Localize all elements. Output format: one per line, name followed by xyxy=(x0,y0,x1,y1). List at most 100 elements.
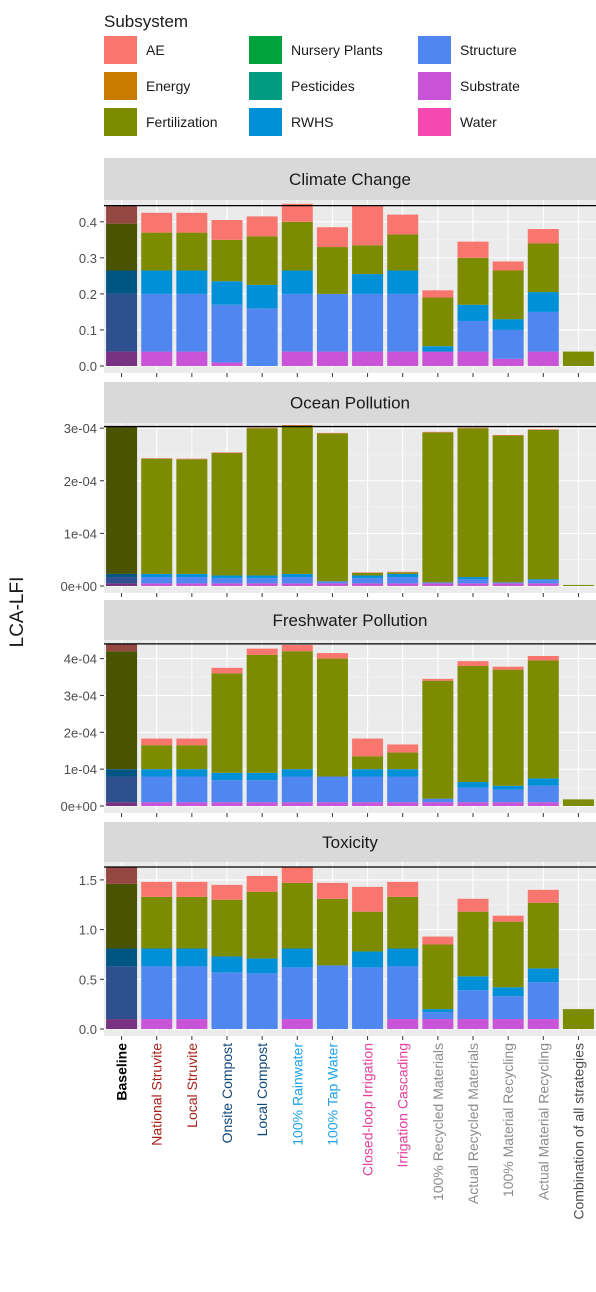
bar-segment-structure-national-struvite xyxy=(141,293,173,352)
bar-segment-rwhs-actual-recycled-materials xyxy=(457,976,489,991)
x-label-national-struvite: National Struvite xyxy=(149,1043,165,1146)
bar-segment-fertilization-baseline xyxy=(106,223,138,271)
bar-segment-fertilization-actual-recycled-materials xyxy=(457,911,489,977)
legend-key-pesticides xyxy=(249,72,282,100)
bar-segment-rwhs-onsite-compost xyxy=(211,281,243,305)
bar-segment-fertilization-onsite-compost xyxy=(211,452,243,576)
bar-segment-rwhs-baseline xyxy=(106,270,138,294)
bar-segment-structure-baseline xyxy=(106,966,138,1020)
bar-segment-ae-irrigation-cascading xyxy=(387,214,419,235)
y-tick-label: 0.3 xyxy=(79,251,97,266)
bar-segment-rwhs-actual-material-recycling xyxy=(527,778,559,786)
bar-segment-rwhs-100pct-material-recycling xyxy=(492,319,524,330)
bar-segment-fertilization-100pct-material-recycling xyxy=(492,435,524,583)
bar-segment-rwhs-100pct-rainwater xyxy=(281,573,313,578)
bar-segment-fertilization-local-compost xyxy=(246,428,278,576)
bar-segment-substrate-closed-loop-irrigation xyxy=(352,583,384,586)
bar-segment-fertilization-closed-loop-irrigation xyxy=(352,756,384,770)
bar-segment-fertilization-closed-loop-irrigation xyxy=(352,911,384,952)
bar-segment-fertilization-100pct-tap-water xyxy=(316,247,348,294)
bar-segment-rwhs-local-struvite xyxy=(176,769,208,777)
bar-segment-structure-onsite-compost xyxy=(211,972,243,1029)
bar-segment-rwhs-national-struvite xyxy=(141,573,173,578)
bar-segment-fertilization-national-struvite xyxy=(141,458,173,574)
y-tick-label: 0.0 xyxy=(79,1022,97,1037)
bar-segment-substrate-actual-material-recycling xyxy=(527,583,559,586)
bar-segment-rwhs-irrigation-cascading xyxy=(387,769,419,777)
bar-segment-fertilization-national-struvite xyxy=(141,745,173,770)
bar-segment-rwhs-local-compost xyxy=(246,284,278,309)
bar-segment-structure-actual-recycled-materials xyxy=(457,320,489,352)
bar-segment-structure-closed-loop-irrigation xyxy=(352,776,384,803)
bar-segment-rwhs-onsite-compost xyxy=(211,772,243,781)
legend-key-fertilization xyxy=(104,108,137,136)
bar-segment-structure-100pct-rainwater xyxy=(281,293,313,352)
bar-segment-fertilization-actual-material-recycling xyxy=(527,243,559,293)
bar-segment-rwhs-onsite-compost xyxy=(211,575,243,579)
bar-segment-substrate-irrigation-cascading xyxy=(387,351,419,366)
bar-segment-ae-100pct-rainwater xyxy=(281,425,313,426)
bar-segment-fertilization-100pct-material-recycling xyxy=(492,270,524,320)
x-label-100pct-material-recycling: 100% Material Recycling xyxy=(500,1043,516,1197)
bar-segment-fertilization-100pct-recycled-materials xyxy=(422,297,454,347)
bar-segment-ae-100pct-material-recycling xyxy=(492,915,524,922)
bar-segment-ae-baseline xyxy=(106,205,138,224)
bar-segment-ae-actual-recycled-materials xyxy=(457,427,489,429)
bar-segment-fertilization-combination-of-all-strategies xyxy=(562,1009,594,1029)
bar-segment-structure-100pct-material-recycling xyxy=(492,996,524,1020)
bar-segment-rwhs-actual-recycled-materials xyxy=(457,304,489,321)
bar-segment-ae-irrigation-cascading xyxy=(387,744,419,753)
bar-segment-fertilization-national-struvite xyxy=(141,896,173,949)
bar-segment-ae-actual-recycled-materials xyxy=(457,241,489,258)
panel-strip xyxy=(104,822,596,862)
bar-segment-structure-national-struvite xyxy=(141,966,173,1020)
y-tick-label: 1e-04 xyxy=(64,526,97,541)
bar-segment-ae-baseline xyxy=(106,643,138,652)
bar-segment-substrate-100pct-rainwater xyxy=(281,351,313,366)
bar-segment-rwhs-baseline xyxy=(106,948,138,967)
y-tick-label: 1e-04 xyxy=(64,762,97,777)
y-tick-label: 0.1 xyxy=(79,323,97,338)
bar-segment-rwhs-100pct-recycled-materials xyxy=(422,1009,454,1013)
bar-segment-structure-actual-material-recycling xyxy=(527,580,559,584)
bar-segment-substrate-baseline xyxy=(106,802,138,806)
bar-segment-ae-100pct-recycled-materials xyxy=(422,936,454,945)
bar-segment-fertilization-combination-of-all-strategies xyxy=(562,799,594,806)
bar-segment-ae-local-struvite xyxy=(176,212,208,233)
bar-segment-structure-onsite-compost xyxy=(211,780,243,803)
bar-segment-fertilization-100pct-rainwater xyxy=(281,425,313,574)
bar-segment-rwhs-national-struvite xyxy=(141,948,173,967)
bar-segment-rwhs-irrigation-cascading xyxy=(387,270,419,294)
bar-segment-fertilization-local-compost xyxy=(246,236,278,285)
bars xyxy=(106,425,594,586)
bar-segment-structure-closed-loop-irrigation xyxy=(352,967,384,1029)
bar-segment-fertilization-combination-of-all-strategies xyxy=(562,584,594,586)
bar-segment-rwhs-baseline xyxy=(106,573,138,578)
bar-segment-ae-local-compost xyxy=(246,427,278,429)
bar-segment-fertilization-local-compost xyxy=(246,654,278,773)
legend-label-nursery-plants: Nursery Plants xyxy=(291,42,383,58)
bar-segment-substrate-100pct-material-recycling xyxy=(492,358,524,366)
x-label-onsite-compost: Onsite Compost xyxy=(219,1043,235,1143)
bar-segment-structure-local-compost xyxy=(246,308,278,366)
bar-segment-fertilization-irrigation-cascading xyxy=(387,572,419,574)
bar-segment-substrate-100pct-material-recycling xyxy=(492,802,524,806)
bar-segment-structure-local-struvite xyxy=(176,577,208,584)
bar-segment-structure-local-compost xyxy=(246,973,278,1029)
y-tick-label: 0.5 xyxy=(79,972,97,987)
bar-segment-fertilization-actual-material-recycling xyxy=(527,660,559,779)
bar-segment-ae-onsite-compost xyxy=(211,452,243,453)
bar-segment-ae-onsite-compost xyxy=(211,667,243,674)
x-label-local-compost: Local Compost xyxy=(254,1043,270,1136)
bar-segment-structure-actual-recycled-materials xyxy=(457,787,489,803)
legend-key-structure xyxy=(418,36,451,64)
bar-segment-rwhs-local-compost xyxy=(246,575,278,579)
bar-segment-ae-national-struvite xyxy=(141,458,173,459)
bars xyxy=(106,643,594,806)
bar-segment-structure-local-compost xyxy=(246,780,278,803)
bar-segment-fertilization-national-struvite xyxy=(141,232,173,271)
bar-segment-fertilization-irrigation-cascading xyxy=(387,896,419,949)
bar-segment-fertilization-irrigation-cascading xyxy=(387,234,419,271)
bar-segment-ae-100pct-rainwater xyxy=(281,866,313,883)
legend-label-water: Water xyxy=(460,114,497,130)
